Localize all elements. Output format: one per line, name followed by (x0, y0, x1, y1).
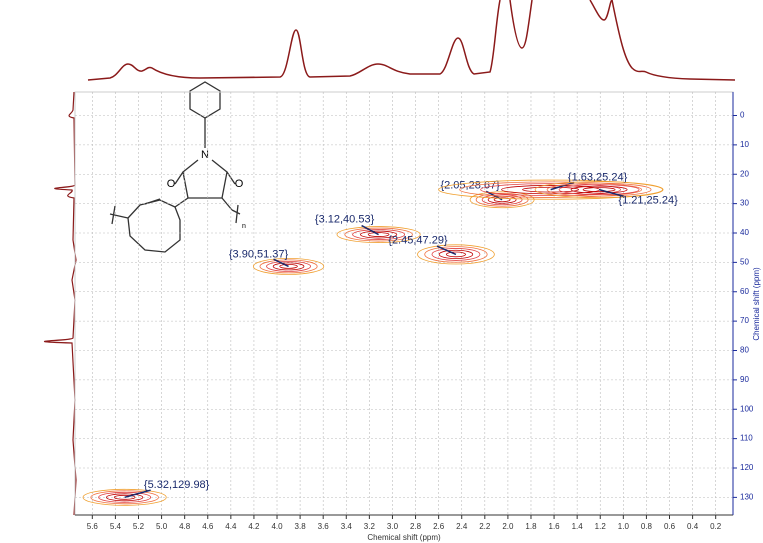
contour (546, 182, 652, 197)
x-tick-label: 4.4 (225, 522, 237, 531)
contour (431, 248, 481, 261)
y-tick-label: 20 (740, 169, 749, 178)
contour (424, 246, 488, 263)
x-tick-label: 0.8 (641, 522, 653, 531)
peak-label: {5.32,129.98} (144, 479, 210, 491)
contour (336, 226, 421, 243)
y-tick-label: 90 (740, 375, 749, 384)
y-tick-label: 40 (740, 228, 749, 237)
contour (469, 191, 535, 209)
leader (124, 489, 151, 499)
y-tick-label: 120 (740, 463, 754, 472)
contour (90, 490, 159, 505)
contour (493, 197, 511, 203)
x-tick-label: 5.4 (110, 522, 122, 531)
contour (459, 181, 643, 198)
top-projection (87, 0, 736, 81)
y-tick-label: 80 (740, 346, 749, 355)
peak-label: {3.90,51.37} (229, 248, 289, 260)
atom-label: N (201, 149, 209, 161)
contour (272, 262, 305, 271)
x-axis-label: Chemical shift (ppm) (367, 533, 441, 542)
contour (106, 493, 144, 502)
contour (558, 184, 640, 196)
contour (481, 194, 523, 206)
x-tick-label: 1.2 (595, 522, 607, 531)
contour (252, 257, 325, 275)
y-tick-label: 30 (740, 199, 749, 208)
x-tick-label: 2.2 (479, 522, 491, 531)
y-tick-label: 10 (740, 140, 749, 149)
x-tick-label: 5.6 (87, 522, 99, 531)
atom-label: O (167, 178, 176, 190)
contour (82, 488, 167, 506)
contour (360, 230, 398, 239)
contour (344, 227, 413, 242)
x-tick-label: 2.6 (433, 522, 445, 531)
x-tick-label: 2.0 (502, 522, 514, 531)
y-tick-label: 70 (740, 316, 749, 325)
y-tick-label: 130 (740, 492, 754, 501)
x-tick-label: 3.6 (318, 522, 330, 531)
x-tick-label: 4.6 (202, 522, 214, 531)
y-tick-label: 100 (740, 404, 754, 413)
x-tick-label: 1.4 (572, 522, 584, 531)
peak-label: {3.12,40.53} (315, 213, 375, 225)
leader (598, 188, 624, 197)
molecule (109, 81, 241, 253)
plot-frame (74, 91, 734, 516)
contour (475, 192, 529, 207)
contour (266, 260, 311, 272)
y-tick-label: 0 (740, 111, 745, 120)
contour (98, 491, 152, 503)
x-tick-label: 4.8 (179, 522, 191, 531)
left-projection (43, 91, 77, 516)
x-tick-label: 0.2 (710, 522, 722, 531)
x-tick-label: 2.8 (410, 522, 422, 531)
contour (113, 494, 136, 500)
contour (438, 249, 474, 260)
x-tick-label: 0.6 (664, 522, 676, 531)
x-tick-label: 1.8 (525, 522, 537, 531)
peak-label: {1.63,25.24} (568, 172, 628, 184)
x-tick-label: 4.0 (271, 522, 283, 531)
x-tick-label: 2.4 (456, 522, 468, 531)
leader (361, 224, 379, 236)
contour (367, 232, 390, 237)
leader (550, 181, 575, 191)
x-tick-label: 3.0 (387, 522, 399, 531)
x-tick-label: 1.6 (549, 522, 561, 531)
contour (438, 179, 664, 200)
contour (445, 251, 466, 258)
x-tick-label: 4.2 (248, 522, 260, 531)
x-tick-label: 3.8 (295, 522, 307, 531)
x-tick-label: 0.4 (687, 522, 699, 531)
x-tick-label: 5.0 (156, 522, 168, 531)
x-tick-label: 3.2 (364, 522, 376, 531)
x-tick-label: 3.4 (341, 522, 353, 531)
atom-label: O (235, 178, 244, 190)
contour (582, 187, 616, 193)
peak-label: {1.21,25.24} (618, 195, 678, 207)
contour (417, 244, 495, 265)
x-tick-label: 5.2 (133, 522, 145, 531)
peak-label: {2.45,47.29} (388, 234, 448, 246)
leader (273, 258, 289, 268)
y-axis-label: Chemical shift (ppm) (752, 267, 761, 341)
contour (480, 183, 622, 197)
contour (570, 185, 628, 194)
leader (436, 245, 457, 256)
contour (534, 181, 664, 199)
x-tick-label: 1.0 (618, 522, 630, 531)
contour (279, 263, 298, 269)
contour (259, 259, 318, 274)
y-tick-label: 110 (740, 434, 753, 443)
contour (352, 229, 406, 240)
y-tick-label: 60 (740, 287, 749, 296)
y-tick-label: 50 (740, 257, 749, 266)
atom-label: n (242, 223, 246, 230)
